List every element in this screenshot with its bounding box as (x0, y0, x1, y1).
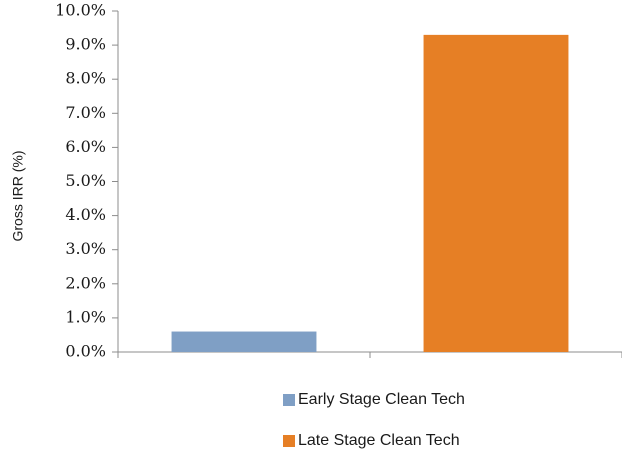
y-tick-label: 10.0% (55, 1, 106, 20)
bar-2 (423, 34, 569, 353)
y-tick-label: 1.0% (65, 307, 106, 326)
y-tick-label: 8.0% (65, 69, 106, 88)
legend-swatch (283, 394, 295, 406)
y-tick-label: 3.0% (65, 239, 106, 258)
y-tick-label: 6.0% (65, 137, 106, 156)
bar-1 (171, 331, 317, 352)
x-axis (117, 351, 622, 358)
y-tick-label: 0.0% (65, 342, 106, 361)
y-tick-label: 7.0% (65, 103, 106, 122)
legend-label: Late Stage Clean Tech (298, 432, 460, 449)
legend: Early Stage Clean Tech Late Stage Clean T… (283, 391, 465, 449)
y-axis-title: Gross IRR (%) (10, 151, 26, 242)
legend-label: Early Stage Clean Tech (298, 391, 465, 408)
y-axis: 0.0% 1.0% 2.0% 3.0% 4.0% 5.0% 6.0% 7.0% 8.0% 9.0%… (55, 1, 119, 361)
y-tick-label: 2.0% (65, 273, 106, 292)
legend-swatch (283, 435, 295, 447)
bars (171, 34, 569, 353)
y-tick-label: 9.0% (65, 35, 106, 54)
y-tick-label: 5.0% (65, 171, 106, 190)
y-tick-label: 4.0% (65, 205, 106, 224)
